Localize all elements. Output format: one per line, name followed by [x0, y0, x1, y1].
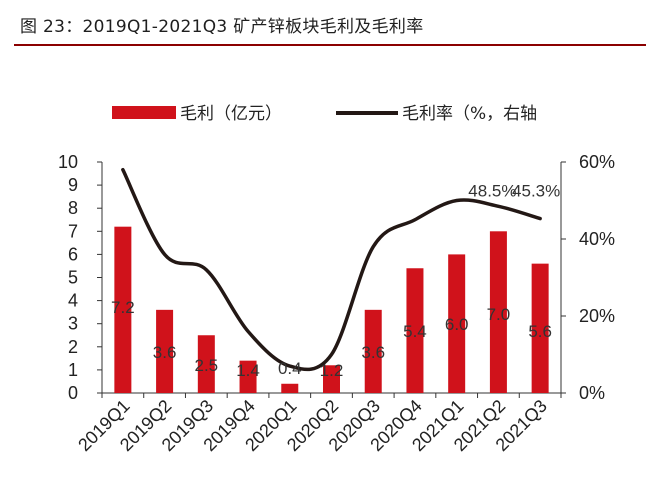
y-left-tick-label: 3 [68, 314, 78, 334]
y-right-tick-label: 40% [579, 229, 615, 249]
bar [156, 309, 174, 393]
bar [281, 383, 299, 393]
y-right-tick-label: 0% [579, 383, 605, 403]
bar-value-label: 6.0 [445, 315, 469, 334]
rate-line-path [121, 167, 542, 372]
y-left-tick-label: 2 [68, 337, 78, 357]
bar [489, 231, 507, 393]
y-left-tick-label: 0 [68, 383, 78, 403]
figure-title: 图 23：2019Q1-2021Q3 矿产锌板块毛利及毛利率 [20, 17, 424, 37]
bar-value-label: 7.2 [111, 298, 135, 317]
bar-value-label: 0.4 [278, 359, 302, 378]
rate-line [121, 167, 542, 372]
y-left-tick-label: 5 [68, 268, 78, 288]
bar-value-label: 1.4 [236, 361, 260, 380]
bar-value-label: 7.0 [487, 305, 511, 324]
bar [531, 263, 549, 393]
y-right-tick-label: 20% [579, 306, 615, 326]
rate-value-label: 48.5% [468, 181, 516, 200]
bar [197, 335, 215, 393]
bar [323, 365, 340, 393]
y-left-tick-label: 10 [58, 152, 78, 172]
bar [448, 254, 466, 393]
rate-value-label: 45.3% [512, 182, 560, 201]
bar-value-label: 1.2 [320, 361, 344, 380]
bar [406, 268, 424, 393]
y-left-tick-label: 7 [68, 221, 78, 241]
legend-label-bar: 毛利（亿元） [180, 104, 282, 124]
bar [114, 226, 132, 393]
y-left-tick-label: 9 [68, 175, 78, 195]
y-left-tick-label: 8 [68, 198, 78, 218]
title-rule [14, 44, 646, 46]
bar-value-label: 3.6 [361, 343, 385, 362]
bar-value-label: 5.6 [528, 322, 552, 341]
bars [114, 226, 549, 393]
legend: 毛利（亿元） 毛利率（%，右轴 [112, 104, 537, 124]
y-left-tick-label: 1 [68, 360, 78, 380]
bar-value-label: 2.5 [194, 356, 218, 375]
data-labels: 7.2 3.6 2.5 1.4 0.4 1.2 3.6 5.4 6.0 7.0 5.6 48.5%45… [111, 181, 560, 380]
legend-swatch-bar [112, 106, 176, 119]
bar-value-label: 5.4 [403, 322, 427, 341]
legend-label-line: 毛利率（%，右轴 [402, 104, 537, 124]
y-left-tick-label: 4 [68, 291, 78, 311]
y-left-tick-label: 6 [68, 244, 78, 264]
bar-value-label: 3.6 [153, 343, 177, 362]
bar [364, 309, 382, 393]
y-right-tick-label: 60% [579, 152, 615, 172]
bar [239, 360, 257, 393]
